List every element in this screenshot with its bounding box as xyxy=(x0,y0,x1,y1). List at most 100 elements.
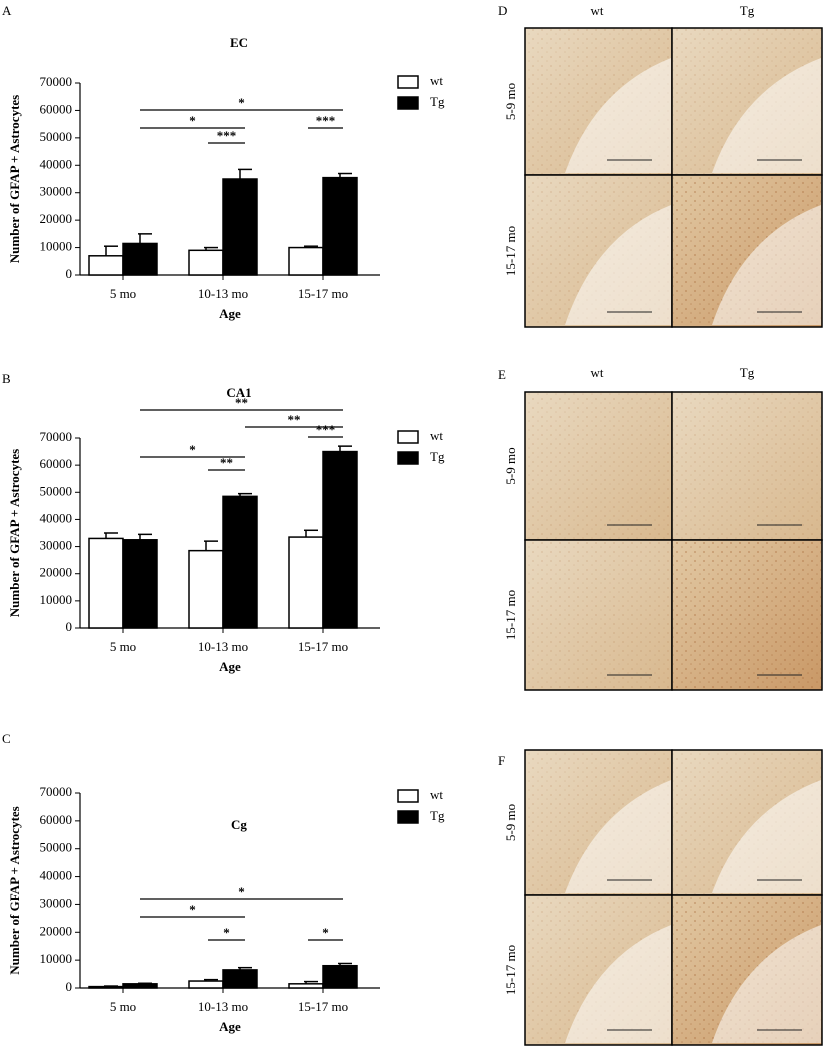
y-tick-label: 40000 xyxy=(40,510,73,525)
legend-swatch xyxy=(397,75,419,89)
y-tick-label: 70000 xyxy=(40,429,73,444)
y-tick-label: 70000 xyxy=(40,74,73,89)
bar xyxy=(222,969,258,989)
bar xyxy=(222,178,258,276)
legend-label: Tg xyxy=(430,449,445,464)
micrograph-texture xyxy=(673,541,821,689)
significance-label: ** xyxy=(235,395,248,410)
row-label: 5-9 mo xyxy=(503,804,518,841)
y-tick-label: 70000 xyxy=(40,784,73,799)
column-label: wt xyxy=(591,365,604,380)
legend-label: wt xyxy=(430,73,443,88)
significance-label: ** xyxy=(288,412,301,427)
bar xyxy=(122,539,158,629)
panel-letter: B xyxy=(2,371,11,386)
legend-swatch xyxy=(397,430,419,444)
legend-swatch xyxy=(397,789,419,803)
y-tick-label: 40000 xyxy=(40,868,73,883)
row-label: 5-9 mo xyxy=(503,447,518,484)
tissue-edge xyxy=(565,58,671,173)
y-tick-label: 60000 xyxy=(40,456,73,471)
bar xyxy=(122,983,158,989)
panel-letter: C xyxy=(2,731,11,746)
significance-label: *** xyxy=(316,113,336,128)
y-tick-label: 0 xyxy=(66,266,73,281)
y-tick-label: 60000 xyxy=(40,812,73,827)
x-axis-label: Age xyxy=(219,306,241,321)
x-tick-label: 5 mo xyxy=(110,999,136,1014)
y-tick-label: 10000 xyxy=(40,951,73,966)
significance-label: * xyxy=(189,113,196,128)
legend-label: wt xyxy=(430,787,443,802)
x-tick-label: 5 mo xyxy=(110,639,136,654)
bar xyxy=(222,495,258,629)
bar xyxy=(122,242,158,276)
panel-letter: F xyxy=(498,753,505,768)
bar xyxy=(288,983,324,989)
y-tick-label: 20000 xyxy=(40,923,73,938)
legend-swatch xyxy=(397,96,419,110)
y-tick-label: 50000 xyxy=(40,129,73,144)
tissue-edge xyxy=(565,205,671,325)
y-axis-label: Number of GFAP + Astrocytes xyxy=(7,806,22,974)
panel-letter: D xyxy=(498,3,507,18)
tissue-edge xyxy=(712,58,821,173)
y-tick-label: 10000 xyxy=(40,239,73,254)
tissue-edge xyxy=(565,925,671,1043)
column-label: wt xyxy=(591,3,604,18)
chart-title: Cg xyxy=(231,817,247,832)
x-tick-label: 10-13 mo xyxy=(198,999,248,1014)
y-tick-label: 0 xyxy=(66,619,73,634)
bar xyxy=(188,980,224,989)
bar xyxy=(88,985,124,989)
bar xyxy=(188,549,224,629)
y-tick-label: 0 xyxy=(66,979,73,994)
bar xyxy=(288,536,324,629)
x-tick-label: 10-13 mo xyxy=(198,639,248,654)
panel-letter: A xyxy=(2,3,12,18)
y-tick-label: 40000 xyxy=(40,156,73,171)
significance-label: * xyxy=(223,925,230,940)
micrograph-texture xyxy=(673,393,821,539)
y-axis-label: Number of GFAP + Astrocytes xyxy=(7,449,22,617)
chart-title: EC xyxy=(230,35,248,50)
bar xyxy=(88,537,124,629)
significance-label: ** xyxy=(220,455,233,470)
tissue-edge xyxy=(712,780,821,893)
bar xyxy=(322,964,358,989)
bar xyxy=(322,450,358,629)
legend-swatch xyxy=(397,451,419,465)
y-tick-label: 20000 xyxy=(40,211,73,226)
y-tick-label: 30000 xyxy=(40,895,73,910)
bar xyxy=(322,176,358,276)
x-tick-label: 15-17 mo xyxy=(298,286,348,301)
x-tick-label: 5 mo xyxy=(110,286,136,301)
x-axis-label: Age xyxy=(219,1019,241,1034)
y-tick-label: 30000 xyxy=(40,184,73,199)
legend-label: wt xyxy=(430,428,443,443)
significance-label: * xyxy=(238,884,245,899)
tissue-edge xyxy=(565,780,671,893)
legend-label: Tg xyxy=(430,808,445,823)
x-tick-label: 10-13 mo xyxy=(198,286,248,301)
x-axis-label: Age xyxy=(219,659,241,674)
row-label: 15-17 mo xyxy=(503,945,518,995)
micrograph-texture xyxy=(526,393,671,539)
bar xyxy=(188,249,224,276)
significance-label: * xyxy=(322,925,329,940)
y-tick-label: 20000 xyxy=(40,565,73,580)
y-tick-label: 50000 xyxy=(40,483,73,498)
bar xyxy=(288,246,324,276)
legend-label: Tg xyxy=(430,94,445,109)
x-tick-label: 15-17 mo xyxy=(298,999,348,1014)
tissue-edge xyxy=(712,205,821,325)
x-tick-label: 15-17 mo xyxy=(298,639,348,654)
legend-swatch xyxy=(397,810,419,824)
y-tick-label: 30000 xyxy=(40,538,73,553)
bar xyxy=(88,255,124,276)
row-label: 15-17 mo xyxy=(503,226,518,276)
significance-label: * xyxy=(189,442,196,457)
y-tick-label: 10000 xyxy=(40,592,73,607)
significance-label: *** xyxy=(217,128,237,143)
